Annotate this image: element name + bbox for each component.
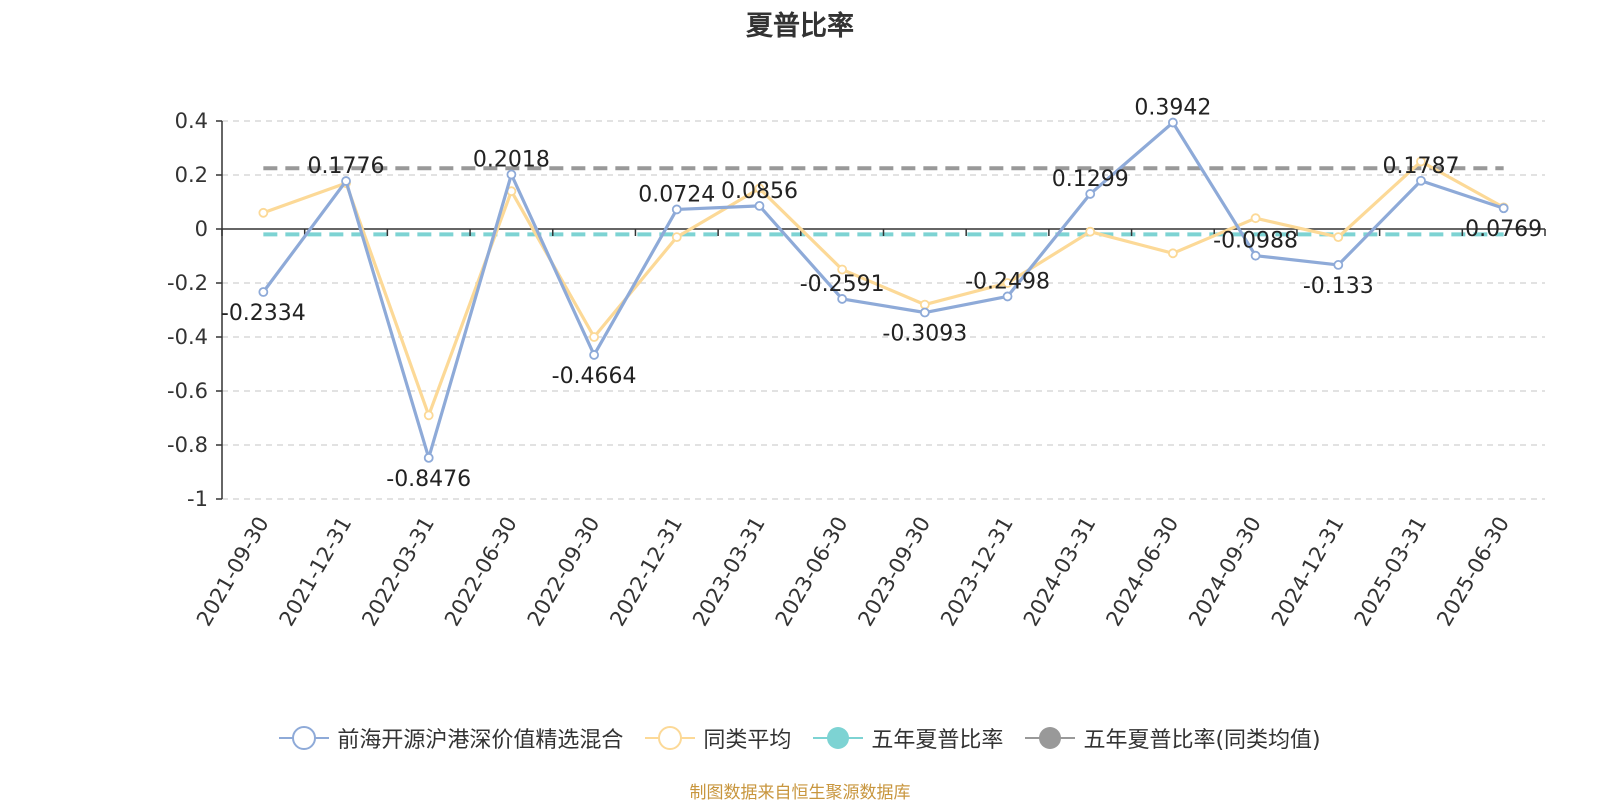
hollow-circle-icon: [279, 726, 330, 750]
filled-circle-icon: [813, 727, 864, 749]
y-tick-label: 0.4: [175, 109, 208, 133]
fund-series-line: [262, 120, 1505, 460]
fund-point: [754, 200, 765, 211]
hollow-circle-icon: [645, 726, 696, 750]
fund-point: [1085, 189, 1096, 199]
legend-item[interactable]: 前海开源沪港深价值精选混合: [279, 722, 623, 754]
y-tick-label: 0.2: [175, 163, 208, 187]
legend-item[interactable]: 同类平均: [645, 722, 791, 754]
chart-title: 夏普比率: [746, 11, 854, 42]
x-tick-label: 2023-06-30: [771, 513, 853, 631]
peer-point: [1333, 232, 1344, 243]
peer-point: [258, 207, 269, 218]
fund-point: [837, 294, 848, 304]
y-tick-label: -0.8: [167, 433, 208, 457]
data-label: -0.3093: [882, 322, 967, 347]
x-tick-label: 2024-12-31: [1267, 513, 1349, 631]
x-tick-label: 2022-03-31: [357, 513, 439, 631]
legend-label: 五年夏普比率: [871, 728, 1004, 753]
fund-point: [258, 287, 269, 297]
peer-point: [1085, 226, 1096, 237]
y-tick-label: -0.6: [167, 379, 208, 403]
fund-point: [506, 169, 517, 180]
legend-label: 同类平均: [703, 728, 792, 753]
legend-label: 五年夏普比率(同类均值): [1083, 728, 1321, 753]
peer-series-line: [262, 159, 1505, 417]
x-tick-label: 2023-09-30: [853, 513, 935, 631]
peer-point: [754, 183, 765, 194]
source-note: 制图数据来自恒生聚源数据库: [689, 783, 911, 803]
peer-point: [1168, 248, 1178, 259]
legend-item[interactable]: 五年夏普比率: [813, 722, 1003, 754]
fund-point: [341, 176, 351, 186]
series-lines: [258, 117, 1509, 463]
fund-point: [1250, 250, 1261, 261]
data-label: -0.133: [1303, 274, 1374, 299]
data-label: 0.2018: [473, 148, 550, 173]
peer-point: [1416, 156, 1426, 167]
peer-point: [919, 299, 930, 310]
x-tick-label: 2023-03-31: [688, 513, 770, 631]
x-tick-label: 2024-06-30: [1101, 513, 1183, 631]
data-label: -0.0988: [1213, 229, 1298, 254]
filled-circle-icon: [1025, 727, 1076, 749]
x-tick-label: 2025-06-30: [1432, 513, 1514, 631]
data-label: 0.0769: [1465, 217, 1542, 242]
x-tick-label: 2021-09-30: [192, 513, 274, 631]
data-label: 0.1776: [308, 154, 385, 179]
fund-point: [1168, 117, 1178, 128]
data-label: -0.4664: [552, 364, 637, 389]
data-label: 0.0856: [721, 179, 798, 204]
peer-point: [589, 332, 599, 342]
legend-item[interactable]: 五年夏普比率(同类均值): [1025, 722, 1321, 754]
x-tick-label: 2022-09-30: [523, 513, 605, 631]
data-label: 0.0724: [638, 182, 715, 207]
data-label: -0.2498: [965, 269, 1050, 294]
legend: 前海开源沪港深价值精选混合 同类平均 五年夏普比率 五年夏普比率(同类均值): [0, 722, 1600, 754]
data-label: 0.1787: [1382, 154, 1459, 179]
x-tick-label: 2022-12-31: [605, 513, 687, 631]
y-tick-label: -0.4: [167, 325, 208, 349]
y-tick-label: -1: [187, 487, 208, 511]
grid-lines: [222, 120, 1545, 500]
x-tick-label: 2022-06-30: [440, 513, 522, 631]
data-label: -0.2334: [221, 301, 306, 326]
x-tick-label: 2024-09-30: [1184, 513, 1266, 631]
peer-point: [1002, 278, 1013, 288]
y-tick-label: 0: [195, 217, 208, 241]
fund-point: [1333, 260, 1344, 270]
peer-point: [671, 232, 682, 243]
fund-point: [423, 452, 434, 463]
fund-point: [1416, 175, 1426, 186]
fund-point: [671, 204, 682, 215]
x-tick-label: 2025-03-31: [1349, 513, 1431, 631]
data-label: -0.8476: [386, 467, 471, 492]
legend-label: 前海开源沪港深价值精选混合: [337, 728, 624, 753]
fund-point: [919, 307, 930, 318]
fund-point: [1498, 203, 1509, 214]
y-tick-label: -0.2: [167, 271, 208, 295]
data-label: 0.1299: [1052, 167, 1129, 192]
peer-point: [1250, 213, 1261, 224]
data-label: 0.3942: [1134, 96, 1211, 121]
fund-point: [1002, 291, 1013, 302]
peer-point: [837, 264, 848, 275]
reference-lines: [263, 166, 1504, 237]
fund-point: [589, 350, 599, 360]
x-tick-label: 2024-03-31: [1019, 513, 1101, 631]
peer-point: [423, 410, 434, 421]
x-tick-label: 2021-12-31: [275, 513, 357, 631]
data-label: -0.2591: [800, 272, 885, 297]
x-tick-label: 2023-12-31: [936, 513, 1018, 631]
